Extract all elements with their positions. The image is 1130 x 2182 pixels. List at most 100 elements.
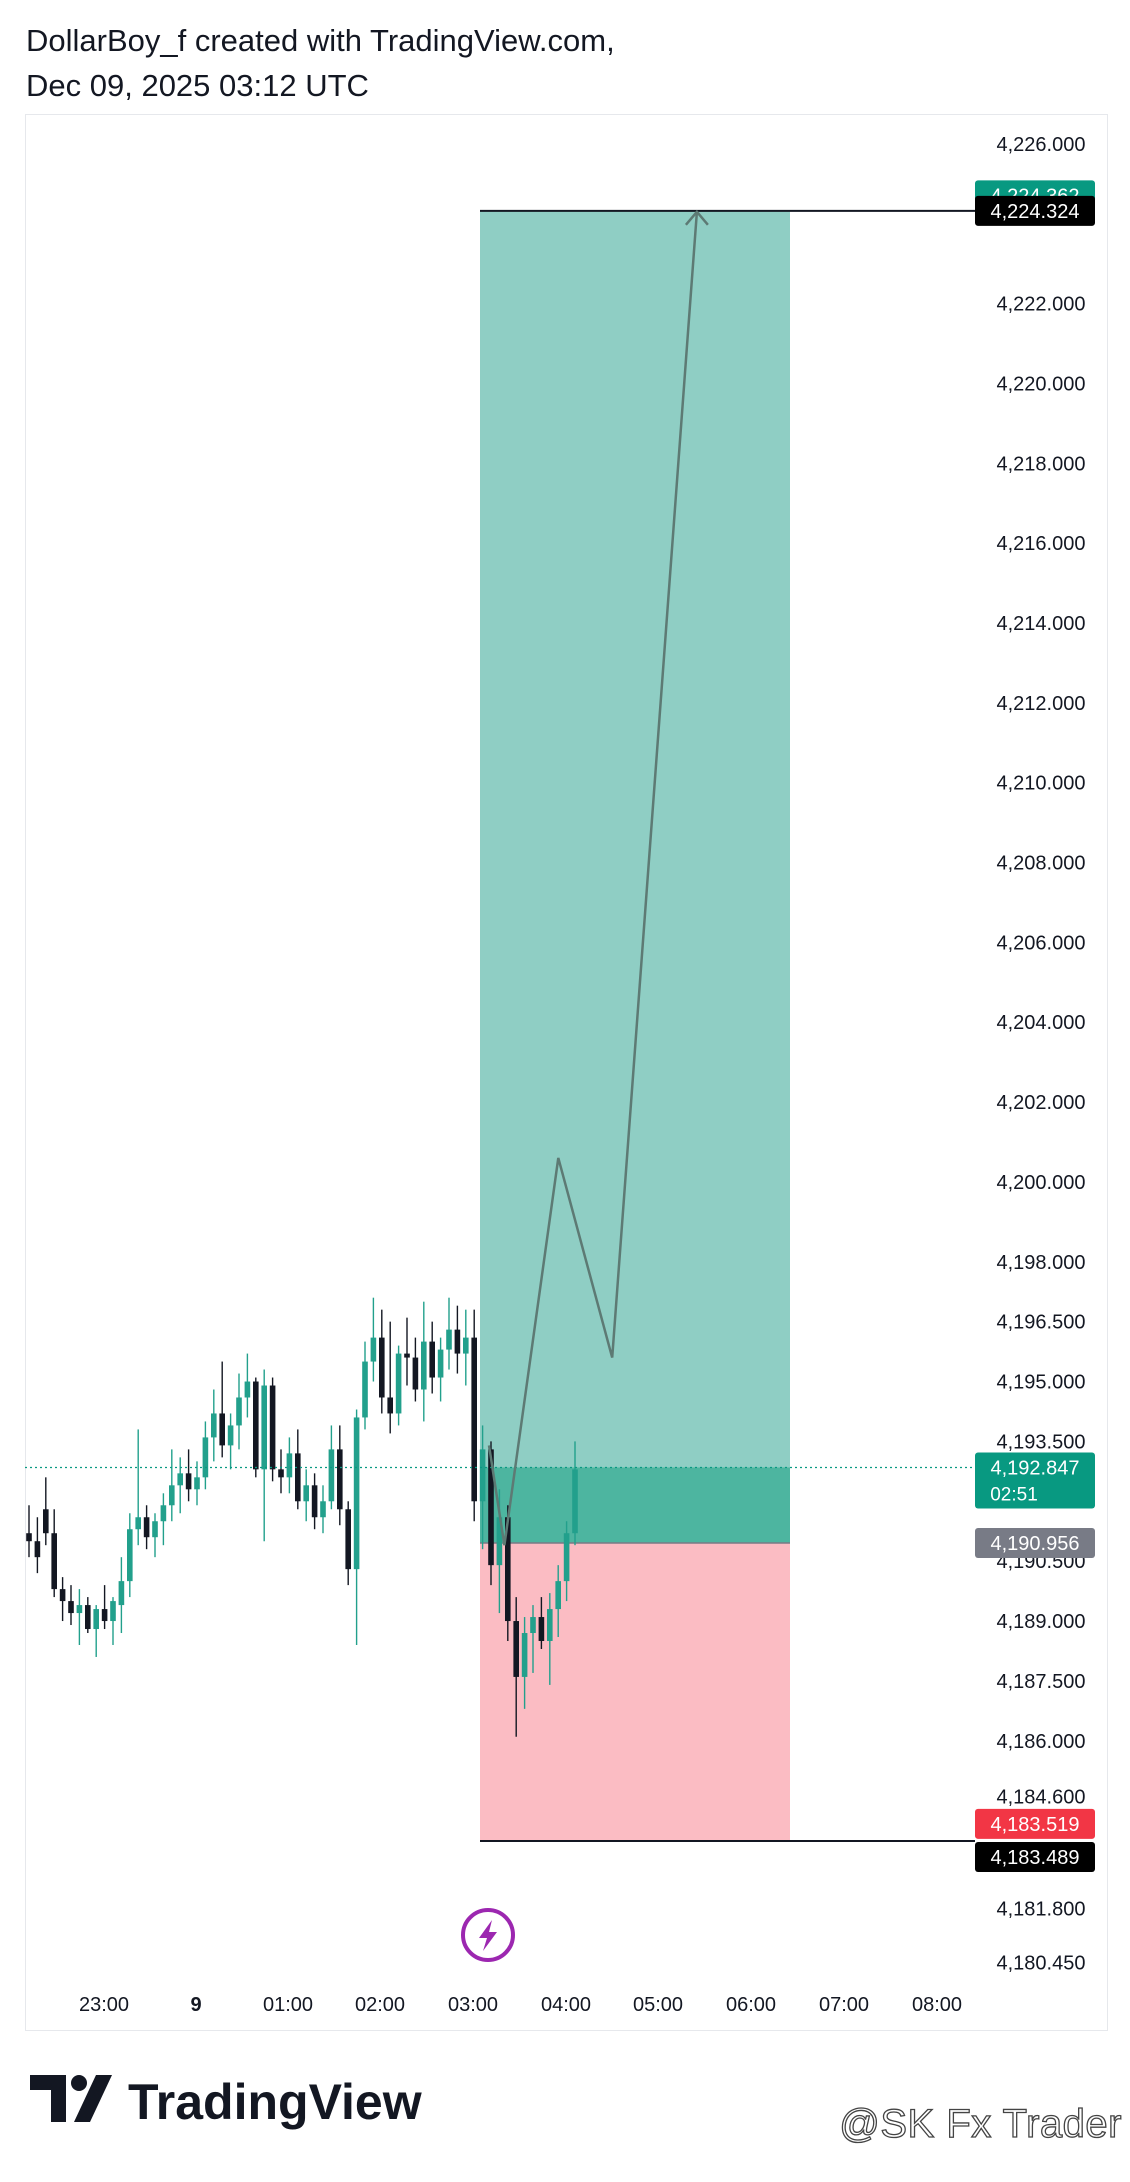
candle [101,1585,108,1630]
candle [429,1321,435,1394]
candle [85,1597,91,1634]
candle [227,1413,234,1470]
candle [278,1449,284,1494]
chart-frame [25,114,1108,2031]
time-tick-label: 04:00 [541,1994,591,2016]
entry-price-label: 4,190.956 [975,1527,1095,1558]
stop-price-label: 4,183.519 [975,1808,1095,1839]
candle [110,1597,116,1645]
current-price-label: 4,192.847 02:51 [975,1452,1095,1509]
chart-attribution: DollarBoy_f created with TradingView.com… [26,18,615,108]
candle [395,1345,402,1426]
candle [135,1429,141,1546]
candle [538,1597,545,1649]
price-tick-label: 4,198.000 [997,1252,1086,1274]
price-tick-label: 4,222.000 [997,294,1086,316]
lightning-icon[interactable] [461,1908,515,1962]
candle [454,1305,461,1374]
candle [446,1297,452,1370]
candle [404,1317,410,1386]
watermark-text: @SK Fx Trader [839,2101,1123,2146]
candle [362,1341,368,1430]
candle [370,1297,377,1382]
profit-zone[interactable] [480,210,790,1543]
price-tick-label: 4,206.000 [997,932,1086,954]
candle [555,1565,561,1638]
candle [521,1617,528,1709]
price-tick-label: 4,196.500 [997,1312,1086,1334]
time-tick-label: 05:00 [633,1994,683,2016]
svg-text:02:51: 02:51 [990,1484,1038,1505]
price-tick-label: 4,193.500 [997,1431,1086,1453]
candle [118,1557,125,1634]
candle [185,1449,192,1502]
candle [143,1505,150,1550]
candle [93,1605,99,1657]
candle [160,1493,167,1546]
candle [513,1597,519,1737]
candle [26,1505,32,1558]
candle [303,1469,309,1522]
projection-path[interactable] [487,211,699,1546]
candle [412,1337,419,1402]
candle [43,1477,49,1546]
price-tick-label: 4,187.500 [997,1671,1086,1693]
candle [244,1353,251,1418]
candle [76,1589,83,1645]
candle [345,1501,351,1586]
candle [320,1485,326,1534]
price-tick-label: 4,218.000 [997,453,1086,475]
candle [253,1377,259,1478]
price-tick-label: 4,204.000 [997,1012,1086,1034]
candle [547,1593,553,1685]
candle [127,1513,133,1598]
time-tick-label: 06:00 [726,1994,776,2016]
price-tick-label: 4,208.000 [997,853,1086,875]
candle [68,1585,74,1626]
candle [437,1337,444,1402]
attribution-author: DollarBoy_f created with TradingView.com… [26,23,615,58]
candle [479,1425,486,1550]
candle [463,1309,469,1386]
candle [169,1449,175,1522]
candle [261,1369,267,1542]
price-tick-label: 4,180.450 [997,1952,1086,1974]
attribution-date: Dec 09, 2025 03:12 UTC [26,68,369,103]
tradingview-logo[interactable]: TradingView [30,2070,490,2135]
candle [51,1509,57,1598]
candle [471,1309,477,1522]
price-tick-label: 4,214.000 [997,613,1086,635]
candle [286,1437,293,1494]
price-tick-label: 4,216.000 [997,533,1086,555]
svg-text:4,183.489: 4,183.489 [991,1847,1080,1869]
time-tick-label: 9 [190,1994,201,2016]
candle [295,1429,301,1510]
price-tick-label: 4,210.000 [997,773,1086,795]
price-tick-label: 4,212.000 [997,693,1086,715]
projection-arrowhead [684,209,709,226]
time-tick-label: 02:00 [355,1994,405,2016]
candle [572,1441,578,1546]
candle [421,1301,427,1422]
stop-line-price-label: 4,183.489 [975,1842,1095,1873]
price-tick-label: 4,184.600 [997,1787,1086,1809]
candle [387,1321,393,1434]
candle [236,1373,242,1450]
time-tick-label: 01:00 [263,1994,313,2016]
candle [337,1425,343,1526]
svg-text:4,224.324: 4,224.324 [991,201,1080,223]
svg-text:4,192.847: 4,192.847 [991,1457,1080,1479]
time-tick-label: 03:00 [448,1994,498,2016]
svg-text:4,183.519: 4,183.519 [991,1814,1080,1836]
candle [177,1457,183,1514]
target-line-price-label: 4,224.324 [975,195,1095,226]
candle [311,1473,318,1530]
candle [152,1513,158,1558]
candle [59,1577,66,1622]
open-pnl-zone [480,1467,790,1543]
tv-logo-wordmark: TradingView [128,2074,422,2130]
candle [211,1389,217,1462]
loss-zone[interactable] [480,1542,790,1842]
candle [219,1361,225,1458]
